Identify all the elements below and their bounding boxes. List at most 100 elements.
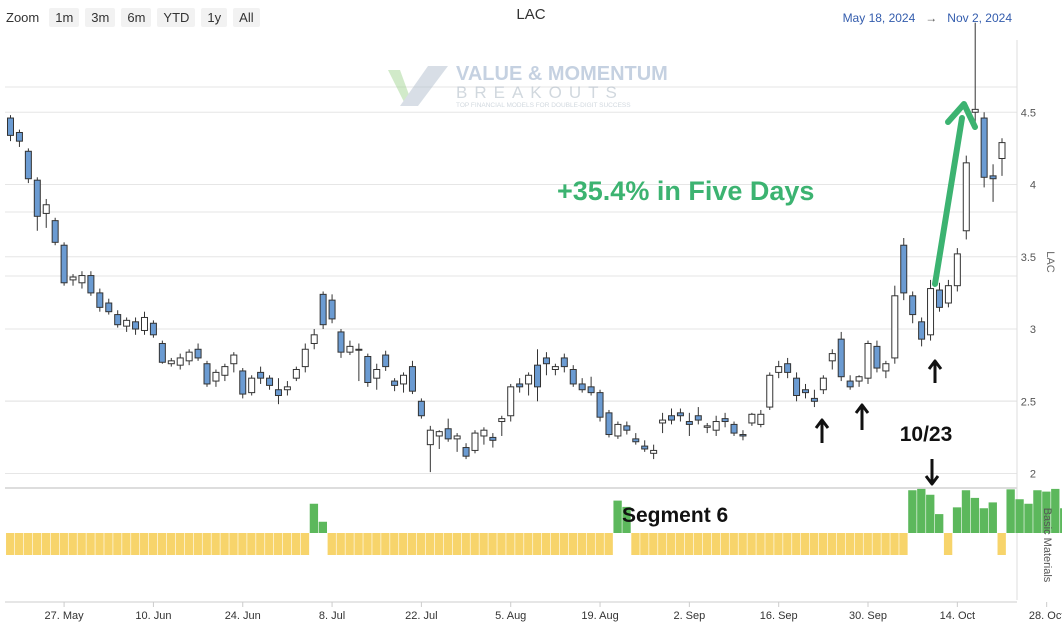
candle [766, 372, 774, 410]
segment-bar-down [541, 533, 551, 555]
segment-bar-down [265, 533, 274, 555]
segment-bar-down [809, 533, 819, 555]
candle-body [578, 383, 586, 391]
up-arrow-icon [814, 418, 830, 429]
zoom-label: Zoom [6, 10, 40, 25]
candle-body [650, 449, 658, 454]
candle-body [507, 386, 515, 417]
candle-body [462, 447, 470, 457]
segment-bar-down [452, 533, 461, 555]
zoom-3m-button[interactable]: 3m [85, 8, 116, 27]
candle [221, 363, 229, 382]
segment-bar-down [148, 533, 158, 555]
candle [828, 349, 836, 370]
candle-body [158, 342, 166, 363]
y-tick-label: 2.5 [1021, 396, 1036, 408]
candle [971, 22, 979, 130]
candle-body [87, 275, 95, 294]
candle-body [587, 386, 595, 394]
range-to-input[interactable]: Nov 2, 2024 [947, 11, 1012, 25]
segment-bar-down [899, 533, 908, 555]
candle-body [900, 244, 908, 294]
candle [60, 242, 68, 286]
segment-bar-down [256, 533, 265, 555]
candle [132, 317, 140, 335]
segment-bar-up [1015, 499, 1024, 533]
segment-bar-down [122, 533, 131, 555]
candle [712, 415, 720, 436]
candle [623, 421, 631, 435]
candle [328, 294, 336, 324]
segment-bar-down [50, 533, 60, 555]
segment-bar-down [827, 533, 837, 555]
candle [721, 412, 729, 428]
segment-bar-down [14, 533, 24, 555]
candle-body [864, 342, 872, 379]
segment-bar-down [193, 533, 202, 555]
candle-body [42, 204, 50, 214]
segment-bar-up [952, 507, 962, 533]
candle-body [560, 357, 568, 368]
candle [337, 329, 345, 358]
zoom-ytd-button[interactable]: YTD [157, 8, 196, 27]
candle [551, 363, 559, 376]
candle-body [96, 292, 104, 308]
candle [248, 375, 256, 396]
candle-body [51, 220, 59, 243]
candle [757, 409, 765, 428]
segment-bar-down [765, 533, 774, 555]
candle [605, 409, 613, 438]
segment-bar-down [506, 533, 515, 555]
range-from-input[interactable]: May 18, 2024 [842, 11, 916, 25]
segment-bar-up [935, 514, 944, 533]
candle [694, 407, 702, 425]
candle [668, 408, 675, 425]
candle-body [766, 374, 774, 408]
candle [373, 363, 381, 390]
logo-mark-icon [388, 70, 412, 106]
zoom-1y-button[interactable]: 1y [201, 8, 228, 27]
candle [685, 412, 693, 436]
segment-bar-down [595, 533, 604, 555]
candle-body [132, 321, 140, 330]
candle [748, 412, 756, 426]
segment-bar-down [631, 533, 640, 555]
segment-bar-up [917, 488, 926, 533]
y-tick-label: 4.5 [1021, 107, 1036, 119]
segment-bar-up [309, 503, 319, 533]
segment-bar-down [863, 533, 872, 555]
zoom-6m-button[interactable]: 6m [121, 8, 152, 27]
candle [435, 430, 443, 449]
segment-bar-down [238, 533, 247, 555]
x-tick-label: 22. Jul [405, 610, 437, 622]
candle-body [444, 428, 452, 440]
candle [739, 430, 747, 441]
candle [498, 415, 506, 436]
candle-body [15, 131, 23, 142]
candle [525, 372, 533, 396]
zoom-all-button[interactable]: All [233, 8, 260, 27]
segment-bar-down [890, 533, 899, 555]
candle [596, 389, 604, 422]
zoom-1m-button[interactable]: 1m [49, 8, 80, 27]
candle-body [364, 355, 372, 384]
candle-body [337, 331, 345, 353]
segment-bar-down [220, 533, 229, 555]
candle-body [453, 435, 461, 440]
candle [158, 340, 166, 364]
candle [346, 340, 354, 356]
candle-body [355, 348, 363, 351]
segment-bar-down [684, 533, 694, 555]
candle-body [784, 363, 792, 373]
candle-body [114, 314, 122, 326]
candle [239, 368, 247, 399]
candle [203, 360, 211, 387]
candle [283, 381, 291, 396]
candle-body [60, 244, 68, 284]
candle [659, 412, 667, 434]
candle-body [676, 412, 684, 417]
candle-body [239, 370, 247, 395]
candle [801, 383, 809, 399]
candle [42, 198, 50, 228]
segment-bar-down [479, 533, 488, 555]
